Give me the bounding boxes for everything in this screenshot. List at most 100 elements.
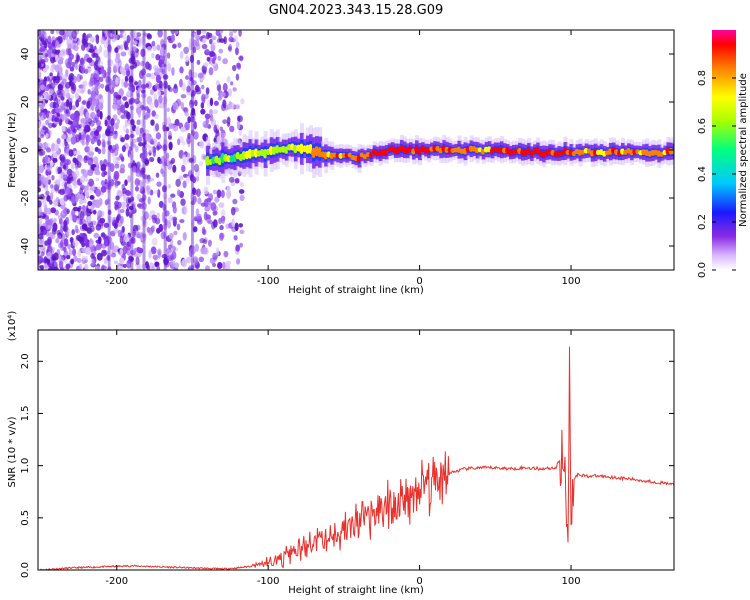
heatmap-speckle	[162, 96, 168, 105]
heatmap-speckle	[62, 246, 66, 251]
heatmap-speckle	[155, 123, 160, 132]
heatmap-speckle	[222, 58, 228, 65]
heatmap-speckle	[86, 57, 93, 63]
heatmap-speckle	[126, 90, 133, 96]
heatmap-speckle	[70, 195, 77, 205]
heatmap-speckle	[236, 62, 241, 68]
heatmap-speckle	[131, 138, 138, 143]
heatmap-speckle	[192, 226, 198, 233]
heatmap-speckle	[54, 108, 61, 113]
heatmap-speckle	[149, 177, 155, 182]
heatmap-speckle	[158, 223, 164, 232]
heatmap-speckle	[48, 122, 53, 129]
heatmap-speckle	[233, 235, 238, 241]
colorbar-gradient	[712, 30, 736, 270]
heatmap-speckle	[185, 55, 190, 63]
heatmap-speckle	[228, 36, 234, 43]
heatmap-speckle	[132, 228, 136, 238]
heatmap-y-label: Frequency (Hz)	[7, 112, 18, 188]
heatmap-speckle	[224, 263, 231, 270]
heatmap-speckle	[192, 176, 197, 184]
heatmap-speckle	[55, 238, 60, 244]
heatmap-speckle	[151, 40, 156, 47]
heatmap-speckle	[95, 188, 101, 197]
heatmap-speckle	[64, 88, 70, 94]
heatmap-speckle	[232, 30, 238, 34]
heatmap-speckle	[97, 236, 102, 244]
heatmap-speckle	[67, 48, 72, 56]
heatmap-speckle	[113, 228, 119, 234]
heatmap-speckle	[155, 53, 161, 61]
heatmap-speckle	[175, 178, 181, 188]
heatmap-speckle	[59, 106, 64, 113]
heatmap-speckle	[176, 189, 181, 197]
heatmap-speckle	[189, 104, 194, 109]
heatmap-speckle	[180, 101, 185, 110]
heatmap-speckle	[87, 157, 94, 166]
heatmap-speckle	[238, 189, 245, 194]
heatmap-speckle	[151, 214, 157, 220]
colorbar-tick-label: 0.2	[697, 214, 708, 230]
heatmap-speckle	[101, 132, 107, 140]
heatmap-speckle	[185, 256, 192, 264]
y-tick-label: -40	[20, 238, 31, 254]
heatmap-speckle	[42, 40, 47, 46]
heatmap-speckle	[219, 232, 224, 241]
heatmap-speckle	[85, 111, 90, 118]
heatmap-speckle	[70, 136, 77, 145]
heatmap-speckle	[203, 198, 209, 208]
heatmap-speckle	[61, 188, 68, 195]
heatmap-speckle	[170, 30, 176, 35]
heatmap-speckle	[187, 116, 192, 124]
heatmap-speckle	[65, 109, 69, 114]
heatmap-speckle	[163, 80, 168, 90]
heatmap-speckle	[38, 266, 41, 270]
heatmap-speckle	[79, 187, 84, 195]
heatmap-speckle	[124, 179, 128, 186]
heatmap-speckle	[194, 258, 199, 266]
heatmap-speckle	[161, 63, 167, 68]
heatmap-speckle	[123, 41, 128, 50]
heatmap-speckle	[98, 76, 104, 82]
heatmap-speckle	[89, 77, 95, 86]
heatmap-speckle	[38, 54, 41, 61]
heatmap-speckle	[154, 83, 160, 90]
heatmap-speckle	[148, 227, 154, 236]
heatmap-speckle	[55, 54, 59, 62]
snr-panel: -200 -100 0 100 0.0 0.5 1.0 1.5 2.0 Height of s…	[7, 311, 675, 596]
heatmap-speckle	[167, 84, 171, 91]
heatmap-speckle	[112, 133, 118, 140]
heatmap-speckle	[95, 177, 100, 182]
heatmap-speckle	[97, 60, 104, 68]
heatmap-speckle	[87, 88, 91, 95]
heatmap-speckle	[59, 30, 65, 36]
heatmap-speckle	[203, 186, 209, 195]
heatmap-speckle	[172, 164, 177, 173]
heatmap-speckle	[134, 186, 140, 192]
heatmap-speckle	[57, 166, 63, 174]
heatmap-speckle	[95, 265, 101, 270]
heatmap-speckle	[100, 163, 107, 172]
heatmap-speckle	[149, 210, 156, 215]
heatmap-speckle	[65, 186, 70, 195]
heatmap-speckle	[226, 189, 232, 199]
heatmap-speckle	[219, 224, 224, 231]
heatmap-speckle	[85, 140, 89, 146]
heatmap-speckle	[38, 220, 41, 229]
heatmap-speckle	[157, 189, 161, 198]
heatmap-speckle	[183, 46, 190, 54]
heatmap-speckle	[107, 66, 112, 75]
heatmap-speckle	[106, 115, 111, 121]
heatmap-speckle	[49, 161, 54, 167]
heatmap-speckle	[108, 180, 114, 187]
heatmap-speckle	[218, 33, 222, 43]
heatmap-speckle	[148, 157, 155, 163]
heatmap-speckle	[201, 246, 208, 255]
heatmap-speckle	[198, 160, 204, 167]
heatmap-speckle	[63, 238, 69, 247]
heatmap-speckle	[180, 94, 187, 99]
heatmap-speckle	[168, 214, 174, 222]
heatmap-speckle	[154, 99, 159, 108]
heatmap-speckle	[42, 67, 48, 73]
